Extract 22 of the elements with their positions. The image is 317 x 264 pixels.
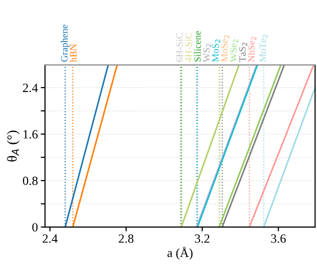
ref-line-label: 6H-SiC	[176, 32, 183, 62]
x-tick-label: 3.2	[195, 234, 210, 243]
ref-line-label: MoTe$_{2}$	[260, 34, 268, 62]
y-tick-label: 2.4	[22, 84, 38, 92]
ref-line-label: MoSe$_{2}$	[221, 35, 230, 62]
ref-line-label: hBN	[70, 44, 77, 62]
y-tick-label: 0	[32, 223, 38, 232]
ref-line-label: MoS$_{2}$	[212, 40, 220, 62]
x-tick-label: 3.6	[271, 234, 286, 243]
x-axis-title: a (Å)	[167, 246, 193, 260]
ref-line-label: NbSe$_{2}$	[248, 36, 256, 62]
ref-line-label: 4H-SiC	[185, 32, 192, 62]
ref-line-label: Silicene	[194, 31, 201, 62]
x-tick-label: 2.4	[42, 234, 58, 243]
ref-line-label: TaS$_{2}$	[239, 42, 248, 62]
y-tick-label: 1.6	[24, 130, 38, 139]
ref-line-label: Graphene	[60, 24, 70, 62]
ref-line-label: WS$_{2}$	[203, 44, 212, 62]
ref-line-label: WSe$_{2}$	[230, 40, 238, 62]
x-tick-label: 2.8	[118, 234, 134, 243]
y-axis-title: θ$_{A}$ (°)	[6, 130, 20, 162]
y-tick-label: 0.8	[22, 176, 38, 186]
